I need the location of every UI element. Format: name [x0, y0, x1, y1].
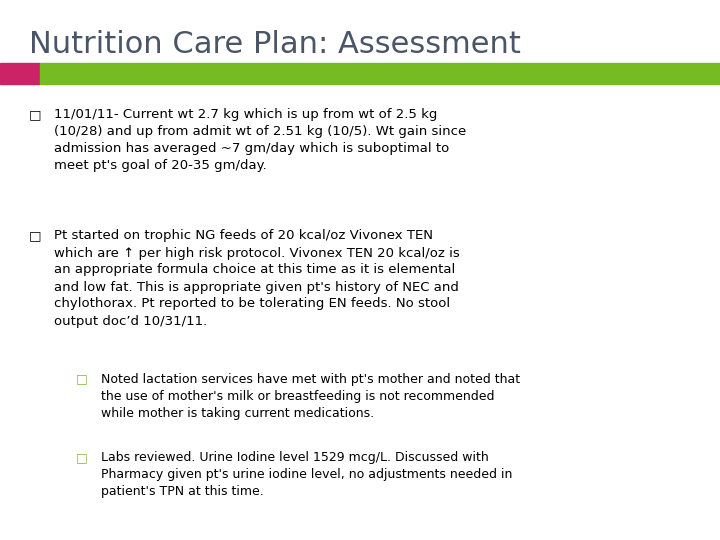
Text: Nutrition Care Plan: Assessment: Nutrition Care Plan: Assessment	[29, 30, 521, 59]
Text: Pt started on trophic NG feeds of 20 kcal/oz Vivonex TEN
which are ↑ per high ri: Pt started on trophic NG feeds of 20 kca…	[54, 230, 460, 327]
Text: 11/01/11- Current wt 2.7 kg which is up from wt of 2.5 kg
(10/28) and up from ad: 11/01/11- Current wt 2.7 kg which is up …	[54, 108, 467, 172]
Text: Noted lactation services have met with pt's mother and noted that
the use of mot: Noted lactation services have met with p…	[101, 373, 520, 420]
Text: Labs reviewed. Urine Iodine level 1529 mcg/L. Discussed with
Pharmacy given pt's: Labs reviewed. Urine Iodine level 1529 m…	[101, 451, 512, 498]
Text: □: □	[76, 373, 87, 386]
Bar	[0, 63, 40, 84]
Text: □: □	[76, 451, 87, 464]
Text: □: □	[29, 230, 41, 242]
Text: □: □	[29, 108, 41, 121]
Bar	[40, 63, 720, 84]
